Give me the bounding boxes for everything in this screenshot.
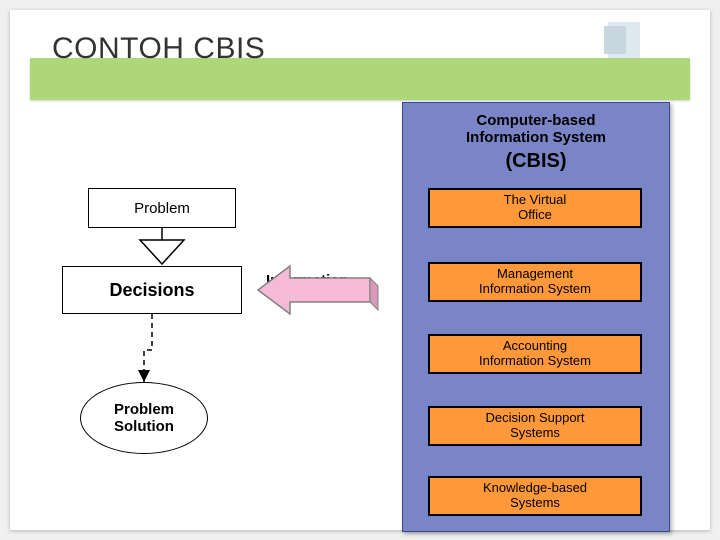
cbis-heading-line2: Information System (414, 129, 658, 146)
orange-box-0: The Virtual Office (428, 188, 642, 228)
orange-box-1: Management Information System (428, 262, 642, 302)
problem-label: Problem (134, 200, 190, 217)
problem-solution-ellipse: Problem Solution (80, 382, 208, 454)
information-label: Information (266, 272, 349, 289)
orange-box-4: Knowledge-based Systems (428, 476, 642, 516)
decisions-box: Decisions (62, 266, 242, 314)
arrow-problem-down-head (140, 240, 184, 264)
page-title: CONTOH CBIS (52, 32, 265, 66)
problem-box: Problem (88, 188, 236, 228)
orange-box-3: Decision Support Systems (428, 406, 642, 446)
decisions-label: Decisions (109, 280, 194, 301)
cbis-heading-line3: (CBIS) (414, 150, 658, 173)
solution-label: Problem Solution (114, 401, 174, 436)
cbis-heading: Computer-based Information System (CBIS) (414, 112, 658, 173)
dashed-decisions-to-solution (144, 314, 152, 382)
dashed-arrowhead (138, 370, 150, 382)
orange-box-2: Accounting Information System (428, 334, 642, 374)
cbis-heading-line1: Computer-based (414, 112, 658, 129)
deco-block-b (604, 26, 626, 54)
left-arrow-shadow (370, 278, 378, 310)
slide: CONTOH CBIS Computer-based Information S… (10, 10, 710, 530)
